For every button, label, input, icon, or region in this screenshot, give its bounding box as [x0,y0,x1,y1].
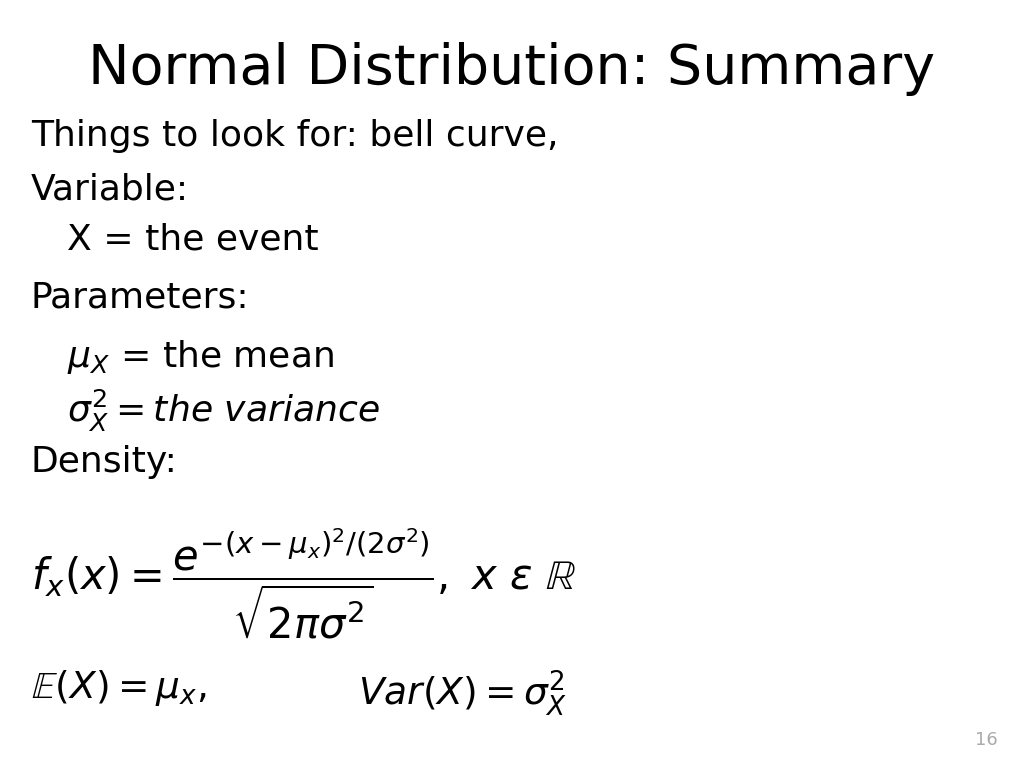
Text: Parameters:: Parameters: [31,280,250,314]
Text: 16: 16 [975,731,997,749]
Text: Things to look for: bell curve,: Things to look for: bell curve, [31,119,558,153]
Text: Variable:: Variable: [31,173,188,207]
Text: Normal Distribution: Summary: Normal Distribution: Summary [88,42,936,96]
Text: X = the event: X = the event [67,223,318,257]
Text: $\mu_X$ = the mean: $\mu_X$ = the mean [67,338,334,376]
Text: $f_x(x) = \dfrac{e^{-(x-\mu_x)^2/(2\sigma^2)}}{\sqrt{2\pi\sigma^2}},\ x\ \epsilo: $f_x(x) = \dfrac{e^{-(x-\mu_x)^2/(2\sigm… [31,526,575,641]
Text: Density:: Density: [31,445,177,479]
Text: $\sigma_X^2 = \mathit{the\ variance}$: $\sigma_X^2 = \mathit{the\ variance}$ [67,388,380,434]
Text: $Var(X) = \sigma_X^2$: $Var(X) = \sigma_X^2$ [358,668,567,718]
Text: $\mathbb{E}(X) = \mu_{x},$: $\mathbb{E}(X) = \mu_{x},$ [31,668,207,708]
